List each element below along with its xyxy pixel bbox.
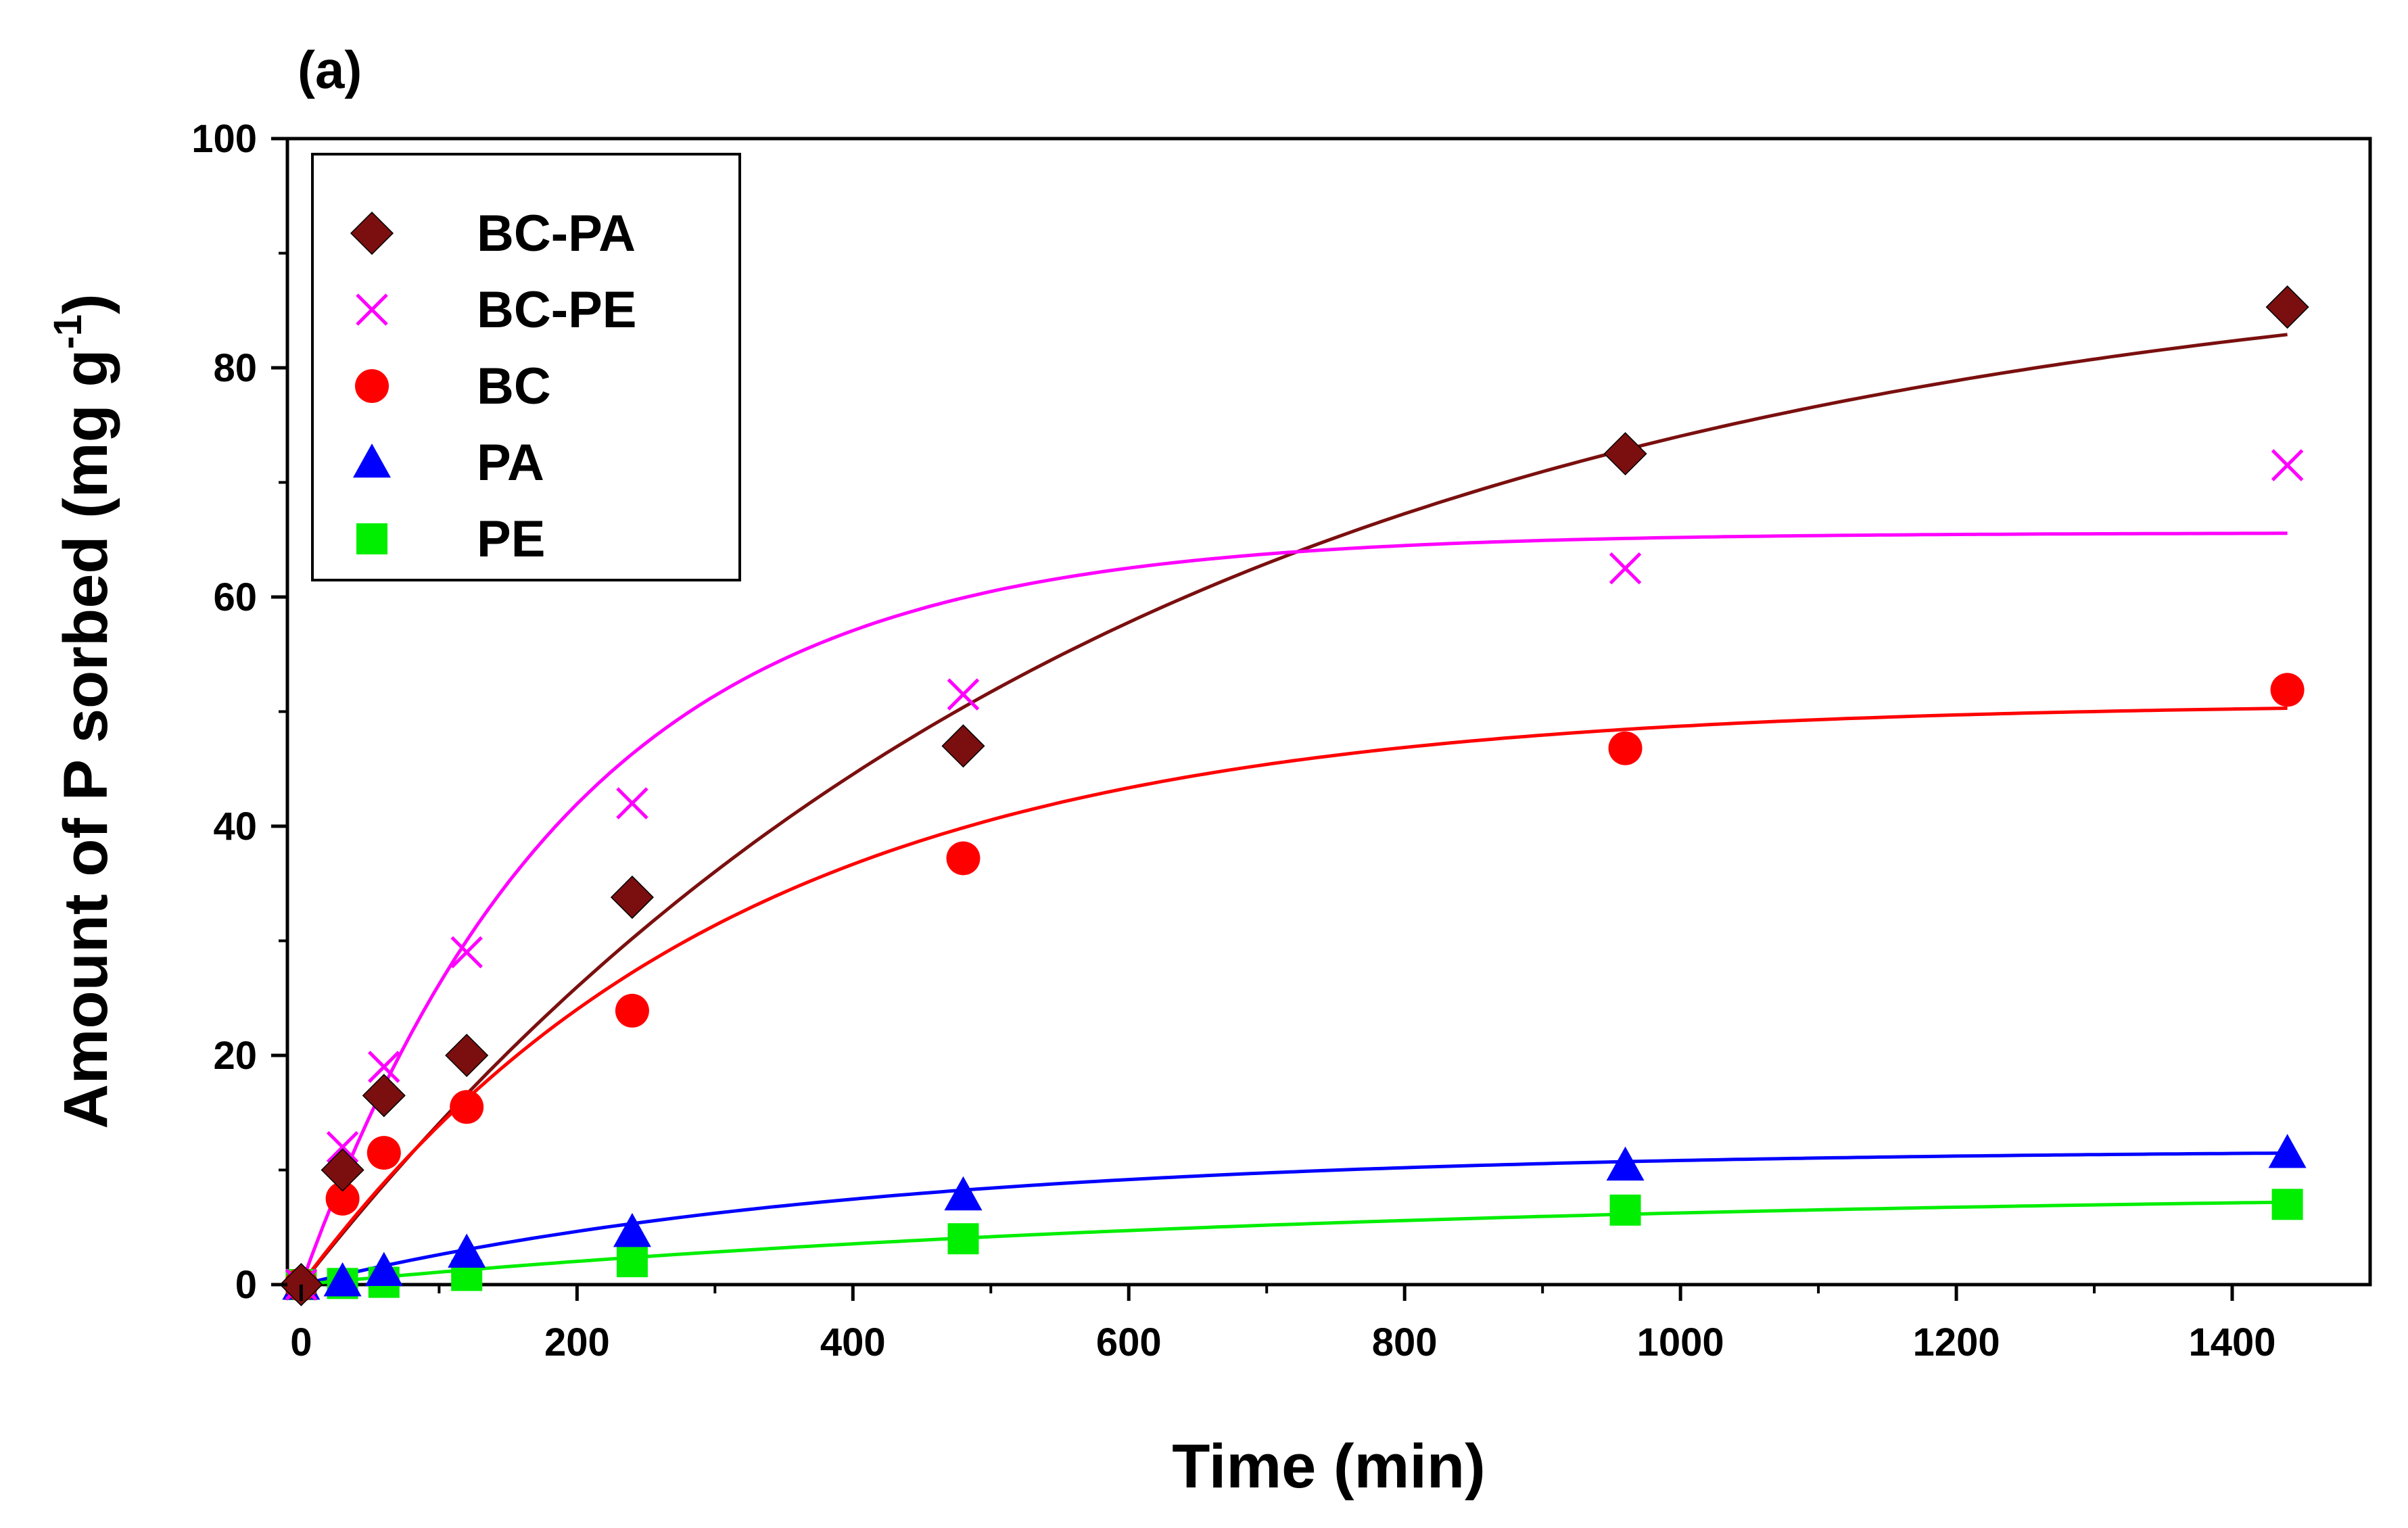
data-point-pa xyxy=(448,1233,486,1268)
x-tick-label: 200 xyxy=(544,1320,610,1364)
legend-label-bc: BC xyxy=(477,358,551,415)
fit-curve-bc-pe xyxy=(300,531,2288,1285)
legend-label-pa: PA xyxy=(477,434,544,492)
legend-marker-bc-pa xyxy=(350,211,394,256)
y-axis-title-superscript: -1 xyxy=(46,314,90,350)
data-point-bc-pe xyxy=(2271,449,2304,481)
data-point-bc-pe xyxy=(616,787,648,819)
data-point-bc xyxy=(325,1181,360,1216)
data-markers xyxy=(279,285,2309,1307)
legend-label-pe: PE xyxy=(477,510,545,568)
legend-marker-pa xyxy=(353,444,391,478)
y-tick-label: 40 xyxy=(213,805,257,849)
legend: BC-PA BC-PE BC PA PE xyxy=(311,153,741,581)
data-point-pa xyxy=(2268,1134,2307,1168)
data-point-pe xyxy=(1609,1194,1641,1226)
data-point-pe xyxy=(2271,1189,2303,1220)
data-point-pa xyxy=(944,1176,983,1211)
x-axis: 0 200 400 600 800 1000 1200 1400 xyxy=(290,1285,2276,1364)
y-axis-title-close: ) xyxy=(51,293,120,314)
x-axis-title: Time (min) xyxy=(1172,1432,1485,1501)
legend-marker-pe xyxy=(356,523,387,554)
data-point-pa xyxy=(1606,1146,1645,1181)
y-axis-title-main: Amount of P sorbed (mg g xyxy=(51,349,120,1128)
data-point-bc xyxy=(1608,731,1643,765)
data-point-bc xyxy=(450,1090,484,1124)
data-point-bc xyxy=(615,993,649,1028)
panel-label: (a) xyxy=(298,40,362,99)
legend-marker-bc xyxy=(355,369,389,403)
x-tick-label: 600 xyxy=(1096,1320,1162,1364)
data-point-bc xyxy=(946,841,981,876)
plot-area xyxy=(279,137,2372,1307)
data-point-bc-pa xyxy=(1603,432,1647,476)
y-tick-label: 0 xyxy=(235,1263,257,1307)
fit-curve-pa xyxy=(300,1151,2288,1287)
data-point-bc-pa xyxy=(941,724,985,768)
x-tick-label: 0 xyxy=(290,1320,312,1364)
y-tick-label: 60 xyxy=(213,575,257,619)
fit-curve-pe xyxy=(301,1200,2288,1287)
x-tick-label: 1200 xyxy=(1913,1320,2000,1364)
x-tick-label: 400 xyxy=(820,1320,886,1364)
data-point-bc-pa xyxy=(362,1074,406,1118)
x-tick-label: 1400 xyxy=(2189,1320,2276,1364)
y-axis-title: Amount of P sorbed (mg g-1) xyxy=(46,293,120,1129)
data-point-pe xyxy=(947,1223,979,1255)
legend-label-bc-pa: BC-PA xyxy=(477,205,636,262)
data-point-bc-pe xyxy=(326,1130,359,1164)
data-point-pa xyxy=(613,1213,651,1247)
y-tick-label: 80 xyxy=(213,346,257,390)
data-point-pa xyxy=(364,1251,403,1287)
data-point-bc-pe xyxy=(368,1051,400,1083)
data-point-bc-pa xyxy=(610,876,654,920)
data-point-bc-pa xyxy=(321,1148,364,1192)
data-point-pe xyxy=(616,1246,648,1278)
y-axis: 0 20 40 60 80 100 xyxy=(191,117,287,1307)
data-point-bc-pa xyxy=(445,1033,489,1078)
data-point-bc xyxy=(2270,673,2305,707)
data-point-bc-pe xyxy=(1609,552,1642,585)
data-point-pa xyxy=(323,1262,362,1297)
y-tick-label: 20 xyxy=(213,1034,257,1078)
legend-marker-bc-pe xyxy=(356,293,388,326)
data-point-bc-pe xyxy=(947,678,980,711)
x-tick-label: 800 xyxy=(1372,1320,1438,1364)
fit-curve-bc xyxy=(300,707,2288,1286)
legend-label-bc-pe: BC-PE xyxy=(477,281,636,339)
data-point-bc-pe xyxy=(450,936,483,969)
data-point-bc-pa xyxy=(2265,285,2309,329)
x-tick-label: 1000 xyxy=(1637,1320,1724,1364)
data-point-bc xyxy=(367,1136,401,1170)
y-tick-label: 100 xyxy=(191,117,257,161)
